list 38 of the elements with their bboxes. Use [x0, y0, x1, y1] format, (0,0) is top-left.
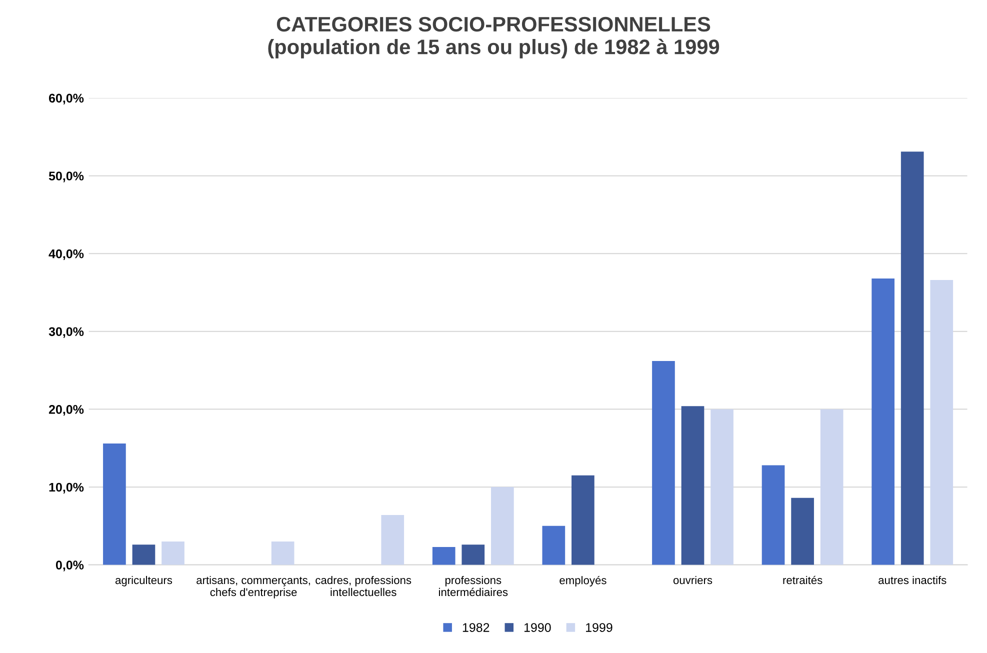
x-tick-label: agriculteurs — [115, 576, 172, 586]
bar — [681, 406, 704, 565]
bar — [762, 465, 785, 565]
y-tick-label: 40,0% — [48, 249, 84, 260]
bar — [381, 515, 404, 565]
y-tick-label: 60,0% — [48, 94, 84, 104]
y-tick-label: 20,0% — [48, 405, 84, 416]
y-tick-label: 50,0% — [48, 172, 84, 182]
y-tick-label: 30,0% — [48, 327, 84, 338]
bar — [132, 544, 156, 565]
bar — [930, 280, 954, 565]
bar — [710, 409, 734, 565]
bar — [462, 544, 485, 565]
x-tick-label: professions intermédiaires — [439, 576, 508, 596]
bar — [872, 278, 894, 565]
x-tick-label: employés — [560, 576, 606, 586]
bar — [652, 360, 675, 565]
bar — [491, 487, 514, 565]
x-tick-label: retraités — [783, 576, 822, 584]
bar — [820, 409, 844, 565]
bar — [162, 542, 184, 565]
x-tick-label: artisans, commerçants, chefs d'entreprise — [196, 576, 310, 598]
bar — [432, 546, 456, 565]
y-tick-label: 0,0% — [56, 560, 84, 572]
y-tick-label: 10,0% — [49, 482, 84, 494]
bar — [900, 152, 924, 565]
legend-label: 1999 — [586, 623, 612, 632]
chart-title: CATEGORIES SOCIO-PROFESSIONNELLES (population de 15 ans ou plus) de 1982 à 1999 — [268, 16, 720, 58]
x-tick-label: autres inactifs — [878, 576, 946, 584]
bar — [791, 498, 814, 565]
bar — [572, 475, 594, 565]
x-tick-label: ouvriers — [673, 576, 712, 584]
legend-label: 1982 — [462, 623, 490, 632]
bar — [542, 526, 566, 565]
bar — [271, 542, 294, 565]
legend-label: 1990 — [524, 623, 551, 632]
x-tick-label: cadres, professions intellectuelles — [316, 576, 412, 596]
bar — [103, 443, 126, 565]
